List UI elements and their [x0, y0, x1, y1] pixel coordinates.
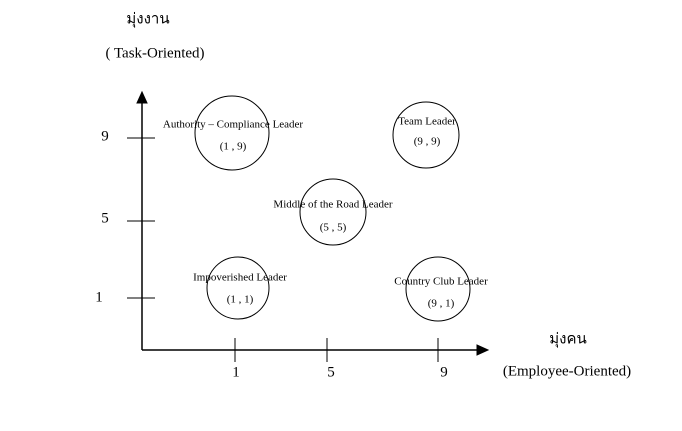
y-arrow — [136, 90, 148, 104]
node-label: Team Leader — [398, 116, 456, 128]
node-coords: (1 , 1) — [227, 294, 254, 306]
node-coords: (9 , 9) — [414, 136, 441, 148]
y-tick-label: 9 — [101, 128, 109, 144]
y-axis-subtitle: ( Task-Oriented) — [105, 45, 204, 61]
node-circle — [194, 95, 270, 171]
node-coords: (9 , 1) — [428, 298, 455, 310]
node-coords: (1 , 9) — [220, 141, 247, 153]
x-axis-subtitle: (Employee-Oriented) — [503, 363, 631, 379]
y-tick-label: 1 — [95, 289, 103, 305]
node-circle — [299, 178, 367, 246]
x-tick-label: 1 — [232, 364, 240, 380]
node-coords: (5 , 5) — [320, 222, 347, 234]
node-circle — [392, 101, 460, 169]
node-label: Authority – Compliance Leader — [163, 119, 304, 131]
y-axis-title: มุ่งงาน — [126, 11, 169, 28]
node-label: Country Club Leader — [394, 276, 488, 288]
y-tick-label: 5 — [101, 210, 109, 226]
x-arrow — [476, 344, 490, 356]
x-axis-title: มุ่งคน — [549, 331, 587, 348]
x-tick-label: 9 — [440, 364, 448, 380]
node-label: Middle of the Road Leader — [273, 199, 392, 211]
node-circle — [206, 256, 270, 320]
node-circle — [405, 256, 471, 322]
x-tick-label: 5 — [327, 364, 335, 380]
node-label: Impoverished Leader — [193, 272, 287, 284]
